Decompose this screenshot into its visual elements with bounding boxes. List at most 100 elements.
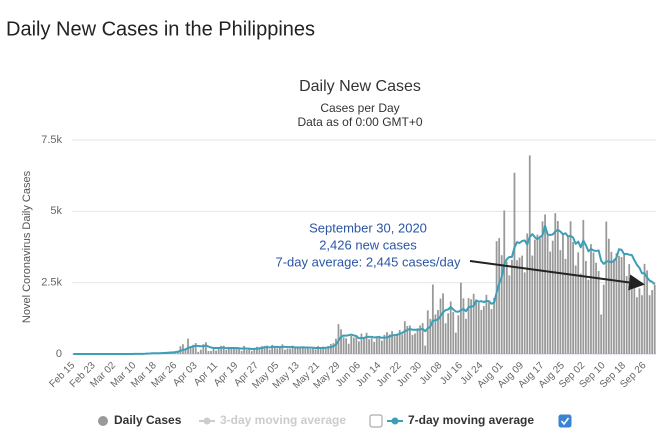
bar (537, 235, 539, 354)
bar (603, 285, 605, 354)
legend-symbol (204, 418, 211, 425)
bar (269, 350, 271, 354)
bar (595, 263, 597, 354)
bar (442, 293, 444, 354)
legend-label: Daily Cases (114, 413, 182, 427)
bar (554, 213, 556, 354)
y-axis-label: Novel Coronavirus Daily Cases (21, 170, 33, 323)
bar (330, 344, 332, 354)
bar (310, 349, 312, 354)
bar (335, 339, 337, 354)
bar (355, 337, 357, 354)
bar (514, 173, 516, 354)
bar (488, 303, 490, 354)
bar (243, 346, 245, 354)
bar (605, 222, 607, 354)
bar (631, 281, 633, 354)
bar (633, 280, 635, 354)
bar (412, 335, 414, 354)
bar (516, 260, 518, 354)
bar (463, 298, 465, 354)
chart-subtitle: Cases per Day (320, 101, 399, 115)
bar (340, 329, 342, 354)
bar (486, 295, 488, 354)
bar (526, 233, 528, 354)
bar (348, 344, 350, 354)
bar (483, 306, 485, 354)
bar (200, 350, 202, 354)
bar (350, 336, 352, 354)
bar (529, 155, 531, 354)
bar (475, 301, 477, 354)
bar (577, 252, 579, 354)
annotation-text: September 30, 2020 (309, 220, 427, 235)
bar (621, 257, 623, 354)
bar (414, 333, 416, 354)
bar (534, 240, 536, 354)
bar (593, 252, 595, 354)
bar (547, 235, 549, 354)
bar (598, 271, 600, 354)
bar (315, 349, 317, 354)
bar (251, 351, 253, 354)
bar (616, 253, 618, 354)
bar (187, 339, 189, 354)
bar (562, 234, 564, 354)
bar (524, 272, 526, 354)
bar (225, 350, 227, 354)
bar (440, 299, 442, 354)
bar (572, 242, 574, 354)
page-title: Daily New Cases in the Philippines (6, 18, 315, 40)
bar (378, 336, 380, 354)
bar (325, 349, 327, 354)
bar (498, 238, 500, 354)
bar (465, 319, 467, 354)
bar (460, 283, 462, 354)
bar (371, 338, 373, 354)
bar (570, 221, 572, 354)
checkbox (559, 415, 571, 427)
bar (404, 321, 406, 354)
bar (376, 338, 378, 354)
bar (302, 348, 304, 354)
bar (208, 351, 210, 354)
bar (307, 348, 309, 354)
bar (628, 264, 630, 354)
bar (503, 210, 505, 354)
bar (478, 303, 480, 354)
chart-title: Daily New Cases (299, 78, 421, 95)
y-tick-label: 7.5k (41, 134, 62, 146)
bar (580, 274, 582, 354)
bar (511, 260, 513, 354)
bar (613, 259, 615, 354)
bar (424, 346, 426, 354)
bar (282, 344, 284, 354)
y-tick-label: 2.5k (41, 277, 62, 289)
bar (363, 337, 365, 354)
bar (205, 342, 207, 354)
bar (259, 349, 261, 354)
bar (394, 336, 396, 354)
legend-symbol (98, 416, 108, 426)
bar (557, 221, 559, 354)
bar (590, 244, 592, 354)
bar (636, 297, 638, 354)
bar (506, 262, 508, 354)
bar (644, 264, 646, 354)
bar (519, 258, 521, 354)
bar (452, 312, 454, 354)
bar (304, 348, 306, 354)
bar (559, 250, 561, 354)
bar (396, 334, 398, 354)
bar (445, 323, 447, 354)
chart-note: Data as of 0:00 GMT+0 (297, 115, 422, 129)
annotation-text: 2,426 new cases (319, 237, 417, 252)
bar (552, 241, 554, 354)
bar (381, 341, 383, 354)
bar (386, 332, 388, 354)
bar (432, 285, 434, 354)
y-tick-label: 5k (50, 205, 62, 217)
bar (455, 333, 457, 354)
bar (600, 315, 602, 354)
